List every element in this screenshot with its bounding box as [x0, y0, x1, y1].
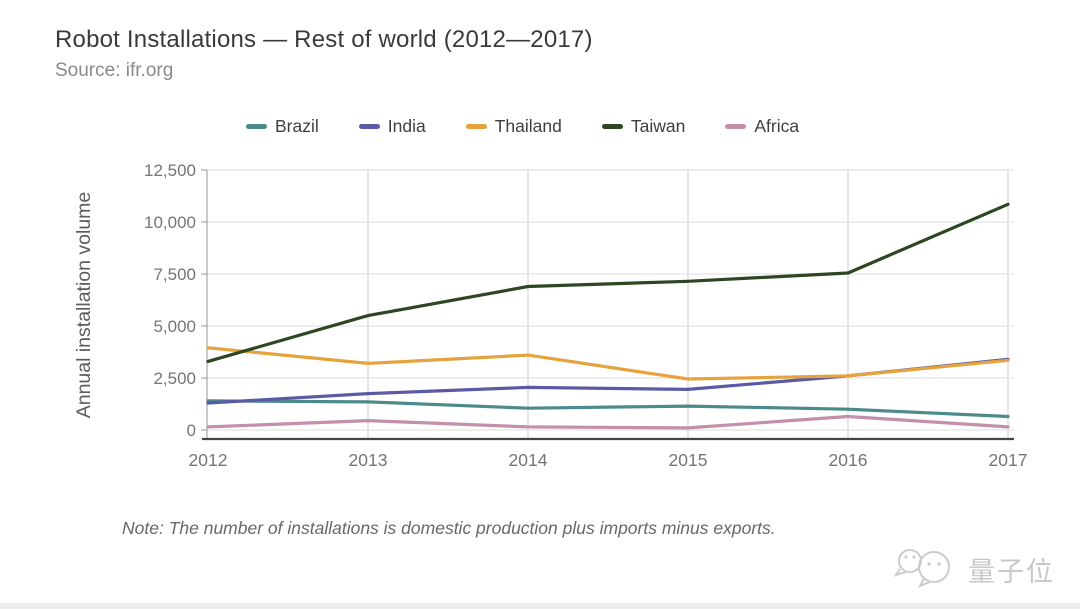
- legend-item-africa: Africa: [725, 116, 799, 137]
- chart-legend: Brazil India Thailand Taiwan Africa: [246, 116, 799, 137]
- y-tick-label: 0: [187, 421, 196, 440]
- legend-label: Taiwan: [630, 116, 686, 136]
- series-line-africa: [206, 414, 1010, 430]
- legend-swatch-india: [358, 124, 380, 129]
- watermark: 量子位: [892, 543, 1055, 595]
- y-tick-label: 5,000: [153, 317, 196, 336]
- y-tick-label: 12,500: [144, 161, 196, 180]
- chart-source: Source: ifr.org: [55, 60, 174, 81]
- x-tick-label: 2014: [509, 450, 548, 470]
- legend-swatch-thailand: [465, 124, 487, 129]
- series-line-taiwan: [206, 202, 1010, 363]
- x-tick-label: 2012: [189, 450, 228, 470]
- legend-label: Africa: [754, 116, 800, 136]
- legend-item-india: India: [358, 116, 426, 137]
- legend-label: Thailand: [494, 116, 562, 136]
- legend-label: India: [387, 116, 426, 136]
- chart-title: Robot Installations — Rest of world (201…: [55, 26, 593, 53]
- chart-footnote: Note: The number of installations is dom…: [122, 518, 776, 538]
- y-tick-label: 7,500: [153, 265, 196, 284]
- legend-swatch-taiwan: [601, 124, 623, 129]
- y-axis-title: Annual installation volume: [73, 192, 95, 419]
- watermark-text: 量子位: [968, 556, 1055, 587]
- series-line-thailand: [206, 346, 1010, 381]
- legend-swatch-brazil: [246, 124, 267, 129]
- x-tick-label: 2017: [989, 450, 1028, 470]
- series-line-brazil: [206, 399, 1010, 419]
- bottom-edge-strip: [0, 603, 1080, 609]
- qbitai-chick-logo-icon: [893, 549, 950, 588]
- legend-item-thailand: Thailand: [465, 116, 562, 137]
- legend-swatch-africa: [725, 124, 747, 129]
- x-tick-label: 2013: [349, 450, 388, 470]
- x-tick-label: 2015: [669, 450, 708, 470]
- y-tick-label: 2,500: [153, 369, 196, 388]
- legend-label: Brazil: [275, 116, 319, 136]
- x-tick-label: 2016: [829, 450, 868, 470]
- legend-item-brazil: Brazil: [246, 116, 319, 137]
- y-tick-label: 10,000: [144, 213, 196, 232]
- legend-item-taiwan: Taiwan: [601, 116, 686, 137]
